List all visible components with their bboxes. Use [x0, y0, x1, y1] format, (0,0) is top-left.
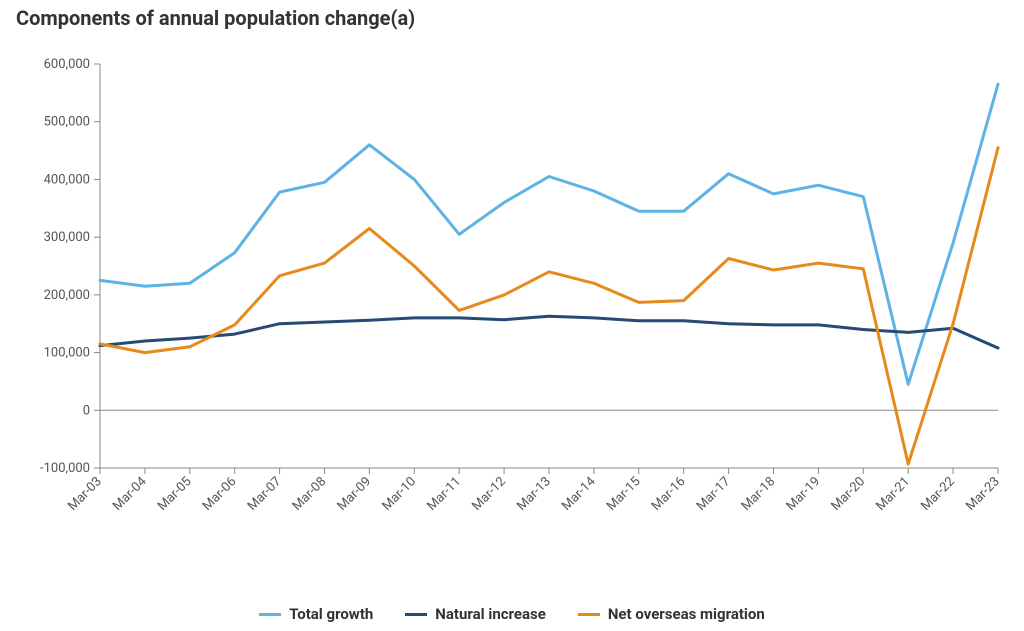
svg-text:500,000: 500,000	[44, 115, 90, 130]
svg-text:Mar-09: Mar-09	[335, 474, 375, 514]
svg-text:Mar-04: Mar-04	[110, 474, 150, 514]
svg-text:Mar-18: Mar-18	[739, 474, 779, 514]
chart-title: Components of annual population change(a…	[16, 6, 415, 30]
legend-swatch	[259, 613, 281, 616]
legend-item: Total growth	[259, 605, 373, 623]
svg-text:Mar-14: Mar-14	[559, 474, 599, 514]
svg-text:Mar-07: Mar-07	[245, 474, 285, 514]
chart-container: Components of annual population change(a…	[0, 0, 1024, 631]
svg-text:Mar-11: Mar-11	[424, 474, 464, 514]
svg-text:Mar-08: Mar-08	[290, 474, 330, 514]
svg-text:Mar-19: Mar-19	[784, 474, 824, 514]
svg-text:Mar-03: Mar-03	[65, 474, 105, 514]
svg-text:Mar-21: Mar-21	[873, 474, 913, 514]
legend-item: Net overseas migration	[578, 605, 765, 623]
legend-swatch	[578, 613, 600, 616]
legend-label: Total growth	[289, 605, 373, 623]
legend-label: Net overseas migration	[608, 605, 765, 623]
legend-label: Natural increase	[435, 605, 546, 623]
svg-text:400,000: 400,000	[44, 172, 90, 187]
svg-text:0: 0	[83, 403, 90, 418]
series-line	[100, 84, 998, 384]
svg-text:Mar-22: Mar-22	[918, 474, 958, 514]
svg-text:Mar-10: Mar-10	[380, 474, 420, 514]
svg-text:300,000: 300,000	[44, 230, 90, 245]
svg-text:Mar-17: Mar-17	[694, 474, 734, 514]
svg-text:Mar-15: Mar-15	[604, 474, 644, 514]
svg-text:Mar-20: Mar-20	[829, 474, 869, 514]
svg-text:600,000: 600,000	[44, 57, 90, 72]
plot-area: -100,0000100,000200,000300,000400,000500…	[90, 48, 1008, 538]
legend-item: Natural increase	[405, 605, 546, 623]
svg-text:Mar-16: Mar-16	[649, 474, 689, 514]
series-line	[100, 148, 998, 464]
legend-swatch	[405, 613, 427, 616]
svg-text:Mar-05: Mar-05	[155, 474, 195, 514]
series-line	[100, 316, 998, 348]
svg-text:-100,000: -100,000	[40, 461, 90, 476]
svg-text:200,000: 200,000	[44, 288, 90, 303]
svg-text:Mar-06: Mar-06	[200, 474, 240, 514]
svg-text:Mar-23: Mar-23	[963, 474, 1003, 514]
svg-text:Mar-12: Mar-12	[469, 474, 509, 514]
legend: Total growth Natural increase Net overseas…	[0, 605, 1024, 623]
svg-text:100,000: 100,000	[44, 346, 90, 361]
svg-text:Mar-13: Mar-13	[514, 474, 554, 514]
chart-svg: -100,0000100,000200,000300,000400,000500…	[90, 48, 1008, 538]
